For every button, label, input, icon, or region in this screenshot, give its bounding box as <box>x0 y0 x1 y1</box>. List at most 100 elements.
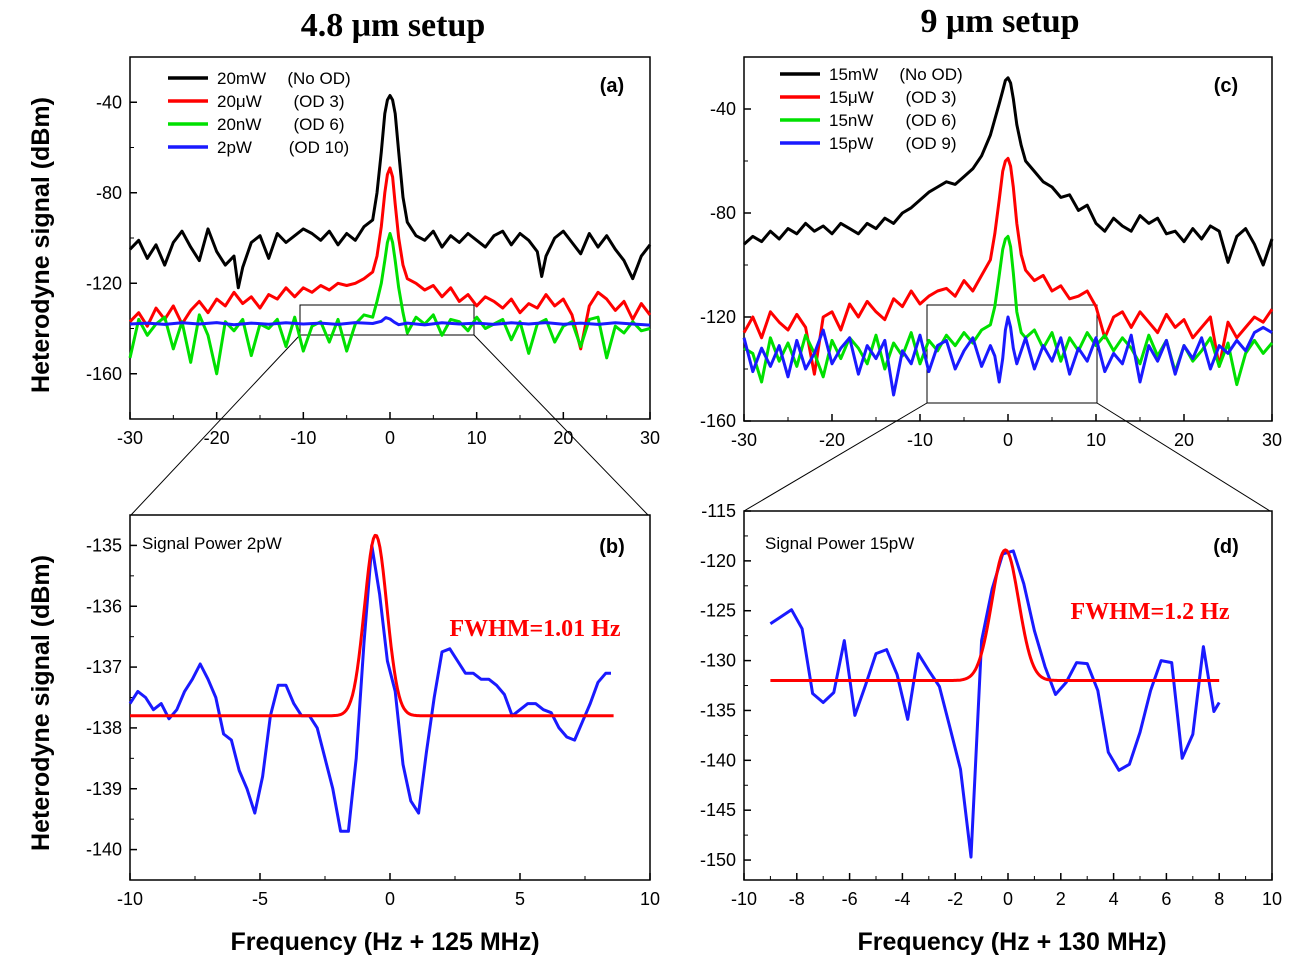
x-tick-label-a: 30 <box>640 428 660 448</box>
x-tick-label-d: 6 <box>1161 889 1171 909</box>
x-tick-label-c: -30 <box>731 430 757 450</box>
y-tick-label-b: -138 <box>86 718 122 738</box>
x-tick-label-c: -20 <box>819 430 845 450</box>
x-tick-label-b: 10 <box>640 889 660 909</box>
series-line-a-2 <box>128 232 651 376</box>
x-tick-label-d: -6 <box>842 889 858 909</box>
legend-label-a: 20nW <box>217 115 261 134</box>
x-tick-label-b: -5 <box>252 889 268 909</box>
y-tick-label-d: -125 <box>700 601 736 621</box>
legend-note-c: (No OD) <box>899 65 962 84</box>
x-tick-label-d: 2 <box>1056 889 1066 909</box>
legend-label-a: 20mW <box>217 69 266 88</box>
y-tick-label-d: -135 <box>700 700 736 720</box>
series-line-a-1 <box>128 166 652 351</box>
x-tick-label-d: 4 <box>1109 889 1119 909</box>
y-tick-label-d: -150 <box>700 850 736 870</box>
x-tick-label-a: 10 <box>467 428 487 448</box>
x-tick-label-d: -2 <box>947 889 963 909</box>
panel-label-a: (a) <box>600 75 624 97</box>
fit-curve-d <box>770 548 1220 682</box>
panel-c: -30 -20 -10 0 10 20 30 -160 -120 -80 -40 15mW (No OD… <box>700 56 1282 450</box>
x-tick-label-a: 20 <box>553 428 573 448</box>
series-line-a-0 <box>128 94 652 290</box>
y-tick-label-d: -130 <box>700 651 736 671</box>
y-tick-label-a: -40 <box>96 92 122 112</box>
legend-note-c: (OD 6) <box>906 111 957 130</box>
zoom-box-c <box>926 304 1098 404</box>
panel-label-b: (b) <box>599 536 625 558</box>
y-tick-label-d: -120 <box>700 551 736 571</box>
y-tick-label-c: -120 <box>700 307 736 327</box>
legend-note-c: (OD 9) <box>906 134 957 153</box>
y-tick-label-a: -80 <box>96 183 122 203</box>
legend-note-a: (OD 3) <box>294 92 345 111</box>
series-line-b-0 <box>128 543 611 833</box>
fit-label-d: FWHM=1.2 Hz <box>1071 599 1230 625</box>
zoom-line-c-left <box>743 402 928 512</box>
x-tick-label-a: -30 <box>117 428 143 448</box>
legend-note-a: (OD 6) <box>294 115 345 134</box>
legend-label-a: 20μW <box>217 92 262 111</box>
legend-label-c: 15μW <box>829 88 874 107</box>
series-line-c-3 <box>742 315 1273 397</box>
x-tick-label-d: -4 <box>894 889 910 909</box>
x-tick-label-c: 20 <box>1174 430 1194 450</box>
x-tick-label-a: -20 <box>204 428 230 448</box>
y-tick-label-d: -140 <box>700 750 736 770</box>
y-tick-label-d: -115 <box>701 501 736 521</box>
x-tick-label-d: -10 <box>731 889 757 909</box>
x-tick-label-d: 8 <box>1214 889 1224 909</box>
legend-note-c: (OD 3) <box>906 88 957 107</box>
x-tick-label-a: -10 <box>290 428 316 448</box>
ylabel-bottom: Heterodyne signal (dBm) <box>27 555 55 851</box>
fit-label-b: FWHM=1.01 Hz <box>450 616 621 642</box>
y-tick-label-b: -136 <box>86 596 122 616</box>
ylabel-top: Heterodyne signal (dBm) <box>27 97 55 393</box>
series-line-c-1 <box>742 156 1274 376</box>
series-line-c-0 <box>743 76 1274 267</box>
series-line-c-2 <box>743 234 1274 387</box>
xlabel-right: Frequency (Hz + 130 MHz) <box>857 928 1166 956</box>
zoom-line-a-left <box>130 334 301 516</box>
legend-label-c: 15pW <box>829 134 873 153</box>
y-tick-label-c: -40 <box>710 99 736 119</box>
x-tick-label-b: 5 <box>515 889 525 909</box>
y-tick-label-b: -140 <box>86 840 122 860</box>
panel-d: -10 -8 -6 -4 -2 0 2 4 6 8 10 -150 -145 -140 -135 -130 -1… <box>700 501 1282 909</box>
annotation-b: Signal Power 2pW <box>142 534 282 553</box>
zoom-line-a-right <box>473 334 649 516</box>
legend-note-a: (OD 10) <box>289 138 349 157</box>
y-tick-label-a: -120 <box>86 273 122 293</box>
series-line-d-0 <box>769 549 1221 859</box>
x-tick-label-c: 0 <box>1003 430 1013 450</box>
legend-note-a: (No OD) <box>287 69 350 88</box>
x-tick-label-b: 0 <box>385 889 395 909</box>
title-left: 4.8 μm setup <box>301 7 486 44</box>
x-tick-label-a: 0 <box>385 428 395 448</box>
legend-label-a: 2pW <box>217 138 252 157</box>
annotation-d: Signal Power 15pW <box>765 534 914 553</box>
axes-frame-b <box>129 514 651 881</box>
xlabel-left: Frequency (Hz + 125 MHz) <box>230 928 539 956</box>
x-tick-label-c: 30 <box>1262 430 1282 450</box>
legend-label-c: 15nW <box>829 111 873 130</box>
panel-label-c: (c) <box>1214 75 1238 97</box>
x-tick-label-c: -10 <box>907 430 933 450</box>
x-tick-label-b: -10 <box>117 889 143 909</box>
x-tick-label-c: 10 <box>1086 430 1106 450</box>
panel-label-d: (d) <box>1213 536 1239 558</box>
fit-curve-b <box>130 533 614 718</box>
y-tick-label-d: -145 <box>700 800 736 820</box>
panel-b: -10 -5 0 5 10 -140 -139 -138 -137 -136 -135 (b) Sign… <box>86 514 660 909</box>
zoom-connectors <box>130 304 1271 516</box>
zoom-box-a <box>299 304 475 336</box>
x-tick-label-d: 10 <box>1262 889 1282 909</box>
y-tick-label-b: -139 <box>86 779 122 799</box>
legend-label-c: 15mW <box>829 65 878 84</box>
x-tick-label-d: -8 <box>789 889 805 909</box>
panel-a: -30 -20 -10 0 10 20 30 -160 -120 -80 -40 20mW (No OD… <box>86 56 660 448</box>
y-tick-label-c: -80 <box>710 203 736 223</box>
series-line-a-3 <box>129 316 651 327</box>
